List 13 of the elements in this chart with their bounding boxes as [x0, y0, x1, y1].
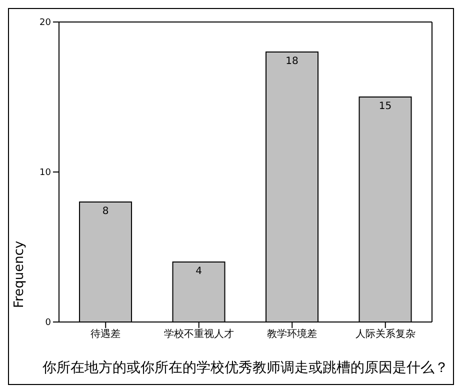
data-label: 8: [102, 206, 109, 218]
data-label: 15: [378, 101, 392, 112]
x-tick-label: 教学环境差: [267, 328, 318, 340]
x-axis-title: 你所在地方的或你所在的学校优秀教师调走或跳槽的原因是什么？: [42, 360, 448, 376]
x-tick-label: 学校不重视人才: [164, 328, 234, 340]
y-tick-label: 20: [40, 18, 52, 28]
y-tick-label: 0: [45, 318, 52, 328]
data-label: 18: [286, 56, 298, 68]
data-label: 4: [196, 266, 202, 278]
x-tick-label: 人际关系复杂: [355, 328, 416, 340]
x-tick-label: 待遇差: [90, 328, 121, 340]
y-tick-label: 10: [40, 168, 52, 178]
y-axis-title: Frequency: [12, 240, 27, 308]
